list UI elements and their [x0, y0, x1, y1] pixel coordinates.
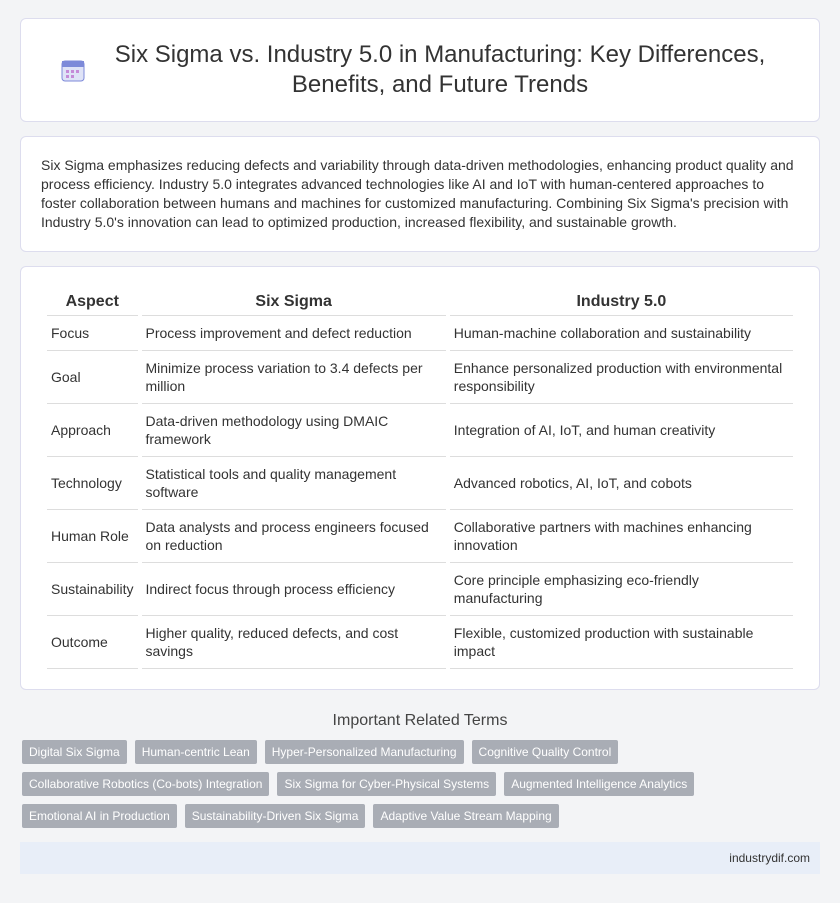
row: Focus Process improvement and defect redu…	[47, 316, 793, 351]
cell: Outcome	[47, 616, 138, 669]
term: Cognitive Quality Control	[471, 740, 619, 764]
term: Sustainability-Driven Six Sigma	[184, 804, 366, 828]
cell: Goal	[47, 351, 138, 404]
cell: Data analysts and process engineers focu…	[141, 510, 446, 563]
title: Six Sigma vs. Industry 5.0 in Manufactur…	[114, 41, 766, 98]
header: Six Sigma vs. Industry 5.0 in Manufactur…	[20, 18, 820, 122]
cell: Minimize process variation to 3.4 defect…	[141, 351, 446, 404]
cell: Technology	[47, 457, 138, 510]
term: Hyper-Personalized Manufacturing	[264, 740, 464, 764]
calendar-icon	[61, 60, 85, 82]
column-header: Aspect	[47, 289, 138, 316]
cell: Indirect focus through process efficienc…	[141, 563, 446, 616]
terms: Digital Six Sigma Human-centric Lean Hyper…	[22, 740, 818, 828]
cell: Approach	[47, 404, 138, 457]
term: Collaborative Robotics (Co-bots) Integra…	[22, 772, 270, 796]
cell: Human-machine collaboration and sustaina…	[449, 316, 793, 351]
table-card: Aspect Six Sigma Industry 5.0 Focus Process …	[20, 266, 820, 690]
column-header: Industry 5.0	[449, 289, 793, 316]
row: Goal Minimize process variation to 3.4 de…	[47, 351, 793, 404]
table: Aspect Six Sigma Industry 5.0 Focus Process …	[43, 289, 797, 669]
term: Adaptive Value Stream Mapping	[373, 804, 559, 828]
cell: Enhance personalized production with env…	[449, 351, 793, 404]
cell: Integration of AI, IoT, and human creati…	[449, 404, 793, 457]
term: Human-centric Lean	[134, 740, 257, 764]
term: Digital Six Sigma	[22, 740, 127, 764]
row: Approach Data-driven methodology using DM…	[47, 404, 793, 457]
row: Technology Statistical tools and quality …	[47, 457, 793, 510]
cell: Process improvement and defect reduction	[141, 316, 446, 351]
row: Sustainability Indirect focus through pro…	[47, 563, 793, 616]
row: Outcome Higher quality, reduced defects, …	[47, 616, 793, 669]
cell: Flexible, customized production with sus…	[449, 616, 793, 669]
footer: industrydif.com	[20, 842, 820, 874]
cell: Core principle emphasizing eco-friendly …	[449, 563, 793, 616]
page: Six Sigma vs. Industry 5.0 in Manufactur…	[0, 18, 840, 903]
term: Emotional AI in Production	[22, 804, 177, 828]
term: Six Sigma for Cyber-Physical Systems	[277, 772, 497, 796]
related-title: Important Related Terms	[332, 712, 508, 729]
cell: Data-driven methodology using DMAIC fram…	[141, 404, 446, 457]
row: Human Role Data analysts and process engi…	[47, 510, 793, 563]
column-header: Six Sigma	[141, 289, 446, 316]
cell: Advanced robotics, AI, IoT, and cobots	[449, 457, 793, 510]
cell: Higher quality, reduced defects, and cos…	[141, 616, 446, 669]
cell: Collaborative partners with machines enh…	[449, 510, 793, 563]
cell: Human Role	[47, 510, 138, 563]
cell: Focus	[47, 316, 138, 351]
intro: Six Sigma emphasizes reducing defects an…	[20, 136, 820, 252]
cell: Sustainability	[47, 563, 138, 616]
cell: Statistical tools and quality management…	[141, 457, 446, 510]
term: Augmented Intelligence Analytics	[504, 772, 695, 796]
